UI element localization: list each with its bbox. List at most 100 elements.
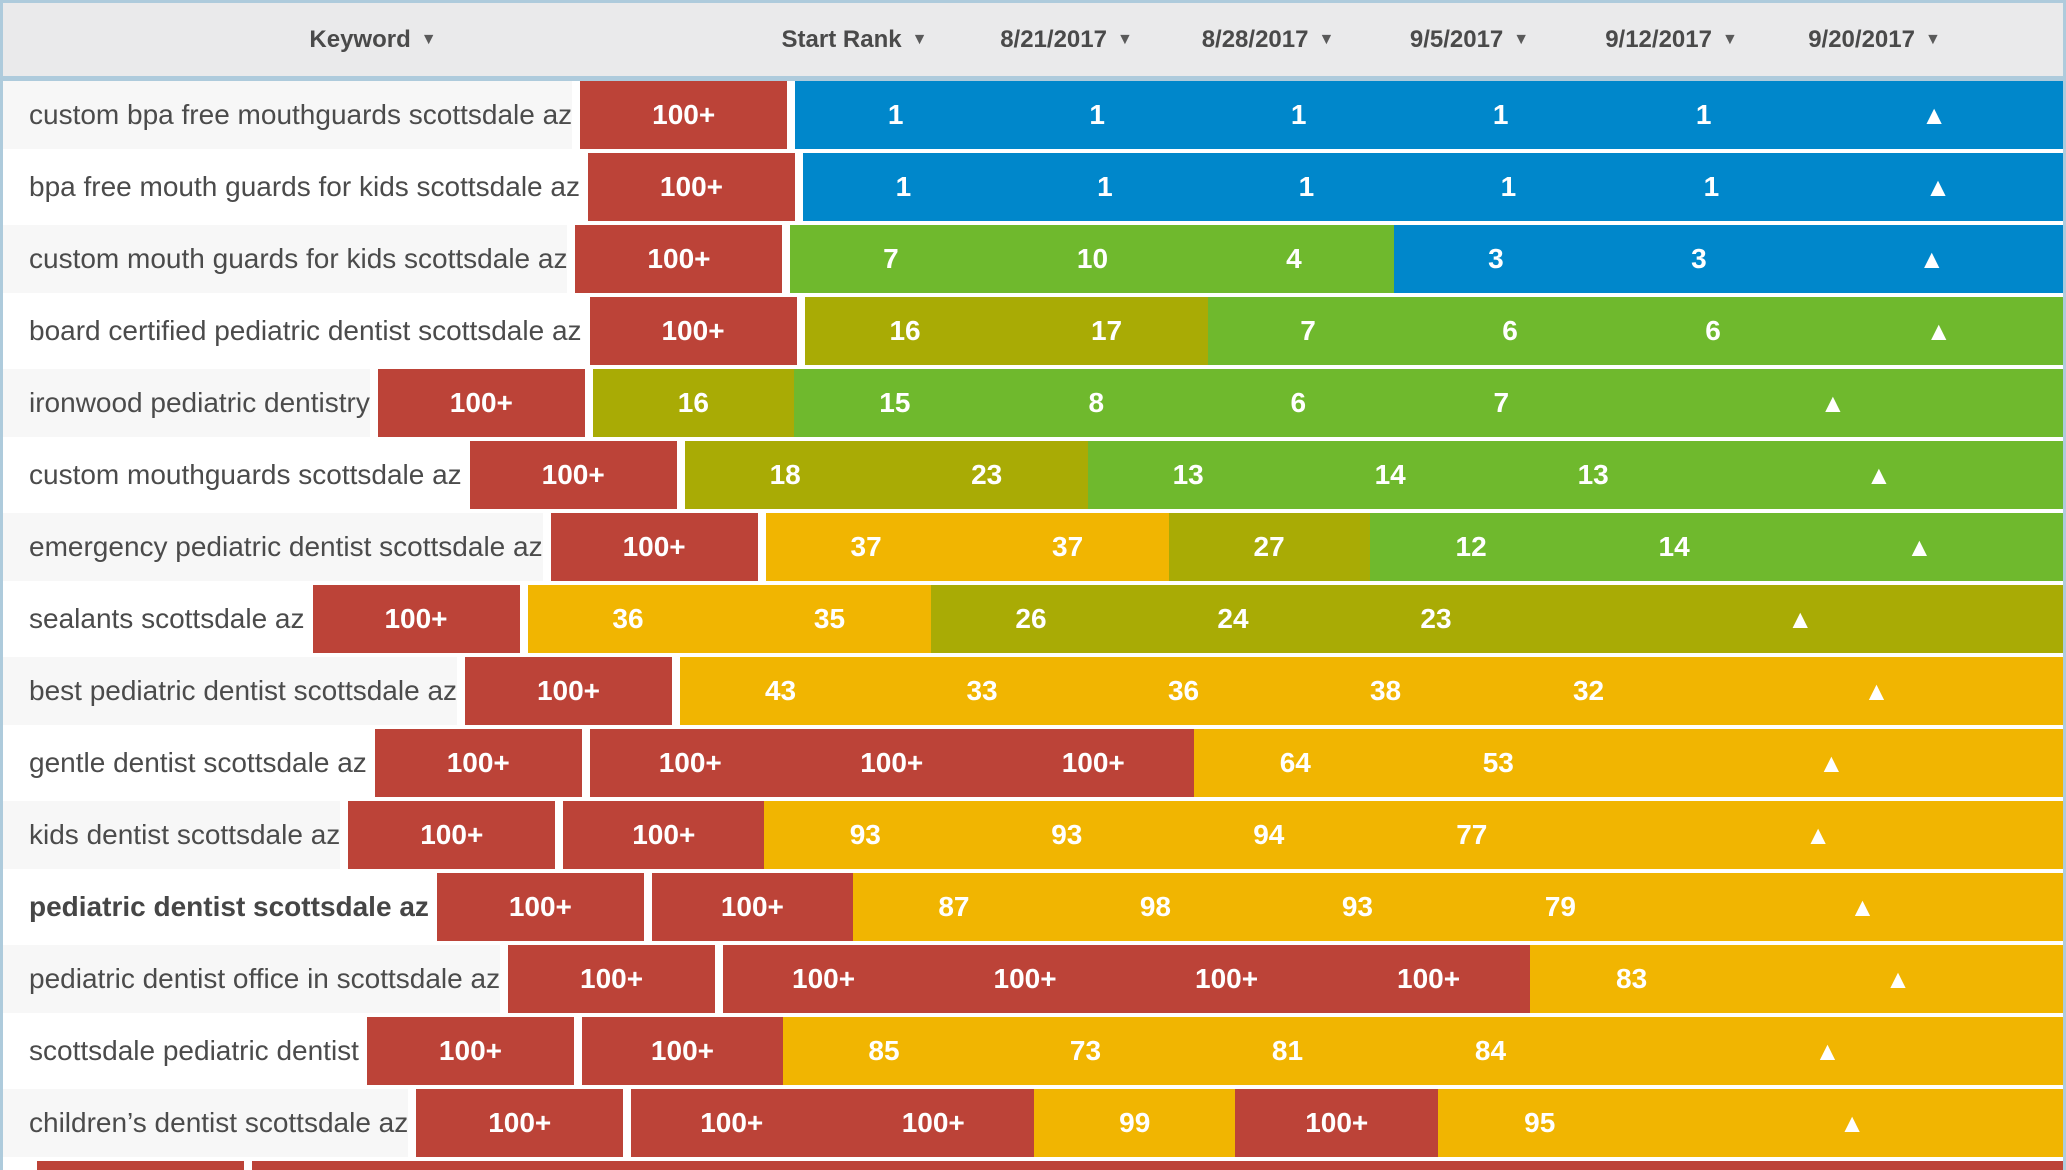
rank-value-cell: 33 bbox=[881, 657, 1084, 725]
column-header-date-4[interactable]: 9/12/2017 ▼ bbox=[1570, 3, 1773, 76]
column-divider bbox=[305, 585, 313, 653]
keyword-cell: kids dentist scottsdale az bbox=[3, 801, 341, 869]
column-header-trend bbox=[1976, 3, 2063, 76]
column-divider bbox=[359, 1017, 367, 1085]
trend-cell: ▲ bbox=[1591, 1017, 2063, 1085]
trend-up-icon: ▲ bbox=[1814, 1035, 1841, 1066]
start-rank-cell: 100+ bbox=[587, 153, 795, 221]
column-divider bbox=[429, 873, 437, 941]
rank-value-cell: 1 bbox=[1003, 153, 1206, 221]
rank-value-cell: 32 bbox=[1487, 657, 1691, 725]
rank-value-cell: 10 bbox=[991, 225, 1194, 293]
rank-value-cell bbox=[453, 1161, 655, 1170]
column-divider bbox=[29, 1161, 37, 1170]
column-divider bbox=[623, 1089, 631, 1157]
column-header-keyword[interactable]: Keyword ▼ bbox=[3, 3, 743, 76]
rank-value-cell: 1 bbox=[996, 81, 1199, 149]
column-header-date-2-label: 8/28/2017 bbox=[1201, 25, 1309, 53]
start-rank-cell bbox=[37, 1161, 244, 1170]
rank-value-cell: 12 bbox=[1369, 513, 1573, 581]
column-divider bbox=[574, 1017, 582, 1085]
table-row: kids dentist scottsdale az 100+ 100+ 93 … bbox=[3, 801, 2063, 869]
rank-value-cell: 77 bbox=[1370, 801, 1574, 869]
start-rank-cell: 100+ bbox=[312, 585, 520, 653]
start-rank-cell: 100+ bbox=[374, 729, 582, 797]
rank-value-cell: 7 bbox=[1399, 369, 1603, 437]
rank-value-cell: 93 bbox=[1255, 873, 1459, 941]
rank-value-cell: 64 bbox=[1193, 729, 1397, 797]
rank-value-cell: 23 bbox=[1334, 585, 1538, 653]
rank-value-cell: 95 bbox=[1438, 1089, 1642, 1157]
column-divider bbox=[677, 441, 685, 509]
column-divider bbox=[782, 225, 790, 293]
column-divider bbox=[244, 1161, 252, 1170]
rank-value-cell: 83 bbox=[1530, 945, 1734, 1013]
keyword-cell: custom bpa free mouthguards scottsdale a… bbox=[3, 81, 573, 149]
column-header-start-rank-label: Start Rank bbox=[781, 25, 902, 53]
column-divider bbox=[367, 729, 375, 797]
table-row: emergency pediatric dentist scottsdale a… bbox=[3, 513, 2063, 581]
rank-value-cell: 43 bbox=[680, 657, 882, 725]
trend-cell: ▲ bbox=[1599, 729, 2063, 797]
column-header-date-5-label: 9/20/2017 bbox=[1808, 25, 1915, 53]
rank-value-cell: 1 bbox=[1602, 81, 1806, 149]
column-header-start-rank[interactable]: Start Rank ▼ bbox=[751, 3, 958, 76]
table-row: sealants scottsdale az 100+ 36 35 26 24 … bbox=[3, 585, 2063, 653]
rank-value-cell: 1 bbox=[1198, 81, 1400, 149]
rank-value-cell: 35 bbox=[728, 585, 931, 653]
rank-value-cell: 7 bbox=[790, 225, 992, 293]
column-divider bbox=[462, 441, 470, 509]
rank-value-cell: 100+ bbox=[589, 729, 791, 797]
sort-caret-icon: ▼ bbox=[420, 30, 437, 48]
sort-caret-icon: ▼ bbox=[1721, 30, 1738, 48]
rank-value-cell: 100+ bbox=[832, 1089, 1035, 1157]
trend-cell: ▲ bbox=[1800, 225, 2063, 293]
trend-cell: ▲ bbox=[1537, 585, 2063, 653]
trend-cell: ▲ bbox=[1814, 297, 2063, 365]
keyword-cell: board certified pediatric dentist scotts… bbox=[3, 297, 582, 365]
trend-up-icon: ▲ bbox=[1921, 99, 1947, 130]
column-divider bbox=[408, 1089, 416, 1157]
keyword-cell: bpa free mouth guards for kids scottsdal… bbox=[3, 153, 580, 221]
table-row: pediatric dentist scottsdale az 100+ 100… bbox=[3, 873, 2063, 941]
rank-value-cell: 7 bbox=[1207, 297, 1409, 365]
rank-value-cell: 87 bbox=[852, 873, 1055, 941]
column-divider bbox=[672, 657, 680, 725]
column-header-date-3[interactable]: 9/5/2017 ▼ bbox=[1369, 3, 1570, 76]
rank-value-cell: 1 bbox=[1399, 81, 1603, 149]
column-header-date-1[interactable]: 8/21/2017 ▼ bbox=[966, 3, 1167, 76]
keyword-cell: pediatric dentist scottsdale az bbox=[3, 873, 429, 941]
rank-value-cell bbox=[655, 1161, 856, 1170]
sort-caret-icon: ▼ bbox=[1513, 30, 1530, 48]
start-rank-cell: 100+ bbox=[508, 945, 716, 1013]
rank-value-cell: 100+ bbox=[581, 1017, 783, 1085]
keyword-cell: custom mouth guards for kids scottsdale … bbox=[3, 225, 568, 293]
rank-value-cell: 100+ bbox=[723, 945, 925, 1013]
start-rank-cell: 100+ bbox=[436, 873, 644, 941]
rank-value-cell: 14 bbox=[1572, 513, 1776, 581]
start-rank-cell: 100+ bbox=[416, 1089, 624, 1157]
rank-value-cell: 27 bbox=[1168, 513, 1370, 581]
trend-up-icon: ▲ bbox=[1839, 1107, 1865, 1138]
column-header-date-5[interactable]: 9/20/2017 ▼ bbox=[1773, 3, 1976, 76]
rank-value-cell: 81 bbox=[1185, 1017, 1389, 1085]
rank-value-cell: 100+ bbox=[1327, 945, 1531, 1013]
rank-value-cell: 99 bbox=[1034, 1089, 1236, 1157]
rank-value-cell: 23 bbox=[885, 441, 1088, 509]
trend-up-icon: ▲ bbox=[1849, 891, 1876, 922]
column-divider bbox=[797, 297, 805, 365]
column-header-date-2[interactable]: 8/28/2017 ▼ bbox=[1167, 3, 1369, 76]
rank-value-cell: 16 bbox=[592, 369, 794, 437]
column-divider bbox=[520, 585, 528, 653]
keyword-cell: emergency pediatric dentist scottsdale a… bbox=[3, 513, 543, 581]
column-divider bbox=[743, 3, 751, 76]
rank-value-cell: 100+ bbox=[563, 801, 765, 869]
table-row: custom mouth guards for kids scottsdale … bbox=[3, 225, 2063, 293]
table-row: custom bpa free mouthguards scottsdale a… bbox=[3, 81, 2063, 149]
sort-caret-icon: ▼ bbox=[1924, 30, 1941, 48]
rank-value-cell: 85 bbox=[782, 1017, 985, 1085]
rank-value-cell: 1 bbox=[802, 153, 1004, 221]
start-rank-cell: 100+ bbox=[348, 801, 556, 869]
rank-value-cell: 1 bbox=[1205, 153, 1407, 221]
column-header-date-3-label: 9/5/2017 bbox=[1409, 25, 1504, 53]
